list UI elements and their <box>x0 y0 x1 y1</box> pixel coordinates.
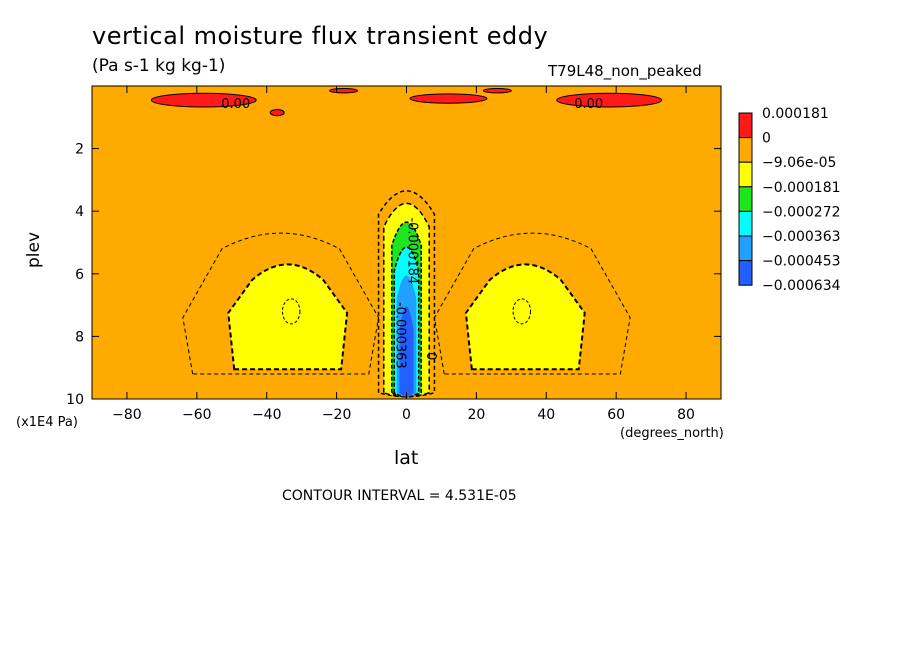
x-tick-label: −60 <box>182 407 212 423</box>
x-tick-label: −80 <box>112 407 142 423</box>
colorbar-label: −0.000272 <box>762 204 841 220</box>
negative-region-left <box>227 263 349 371</box>
colorbar-label: −0.000634 <box>762 278 841 294</box>
x-axis: −80 −60 −40 −20 0 20 40 60 80 <box>112 86 695 423</box>
x-axis-unit: (degrees_north) <box>620 426 724 441</box>
positive-region-left <box>150 92 257 108</box>
x-tick-label: −20 <box>322 407 352 423</box>
colorbar-swatch <box>738 235 753 262</box>
x-tick-label: 0 <box>402 407 411 423</box>
colorbar-label: −0.000453 <box>762 254 841 270</box>
colorbar-swatch <box>738 161 753 188</box>
positive-region-center <box>409 93 488 104</box>
x-tick-label: 40 <box>537 407 555 423</box>
contour-label-3: -0.000363 <box>393 302 408 369</box>
positive-region-small-3 <box>269 108 285 117</box>
contour-label-4: 0 <box>423 352 438 360</box>
contour-center-outer <box>377 190 436 398</box>
colorbar-swatch <box>738 210 753 237</box>
x-tick-label: 60 <box>607 407 625 423</box>
colorbar-label: −9.06e-05 <box>762 155 836 171</box>
x-tick-label: −40 <box>252 407 282 423</box>
colorbar-swatch <box>738 260 753 286</box>
y-tick-label: 4 <box>75 204 84 220</box>
contour-label-2: -0.000184 <box>404 217 419 284</box>
contour-label-0: 0.00 <box>221 97 250 112</box>
y-axis-unit: (x1E4 Pa) <box>16 415 78 430</box>
contour-right-outer <box>433 232 631 375</box>
contour-left-outer <box>182 232 380 375</box>
colorbar-swatch <box>738 186 753 212</box>
positive-region-small-1 <box>329 88 359 94</box>
x-axis-label: lat <box>394 447 419 469</box>
y-tick-label: 10 <box>66 392 84 408</box>
contour-right-inner <box>512 298 532 325</box>
colorbar-swatch <box>738 137 753 163</box>
positive-region-right <box>556 92 663 108</box>
contour-interval: CONTOUR INTERVAL = 4.531E-05 <box>282 488 517 504</box>
positive-region-small-2 <box>482 88 512 94</box>
chart-units: (Pa s-1 kg kg-1) <box>92 56 226 76</box>
negative-region-right <box>464 263 586 371</box>
colorbar-label: −0.000181 <box>762 180 841 196</box>
colorbar-label: −0.000363 <box>762 229 841 245</box>
contour-left-inner <box>281 298 301 325</box>
y-axis: 2 4 6 8 10 <box>66 142 721 408</box>
colorbar: 0.000181 0 −9.06e-05 −0.000181 −0.000272 −0.0… <box>738 106 841 294</box>
contour-label-1: 0.00 <box>574 97 603 112</box>
y-tick-label: 6 <box>75 267 84 283</box>
chart-title: vertical moisture flux transient eddy <box>92 22 549 50</box>
x-tick-label: 20 <box>467 407 485 423</box>
plume-level-5 <box>399 306 414 397</box>
colorbar-swatch <box>738 112 753 139</box>
colorbar-label: 0 <box>762 131 771 147</box>
plot-area: 0.00 0.00 -0.000184 -0.000363 0 <box>91 85 722 400</box>
y-tick-label: 8 <box>75 329 84 345</box>
x-tick-label: 80 <box>677 407 695 423</box>
colorbar-label: 0.000181 <box>762 106 829 122</box>
y-tick-label: 2 <box>75 142 84 158</box>
run-label: T79L48_non_peaked <box>548 62 702 80</box>
